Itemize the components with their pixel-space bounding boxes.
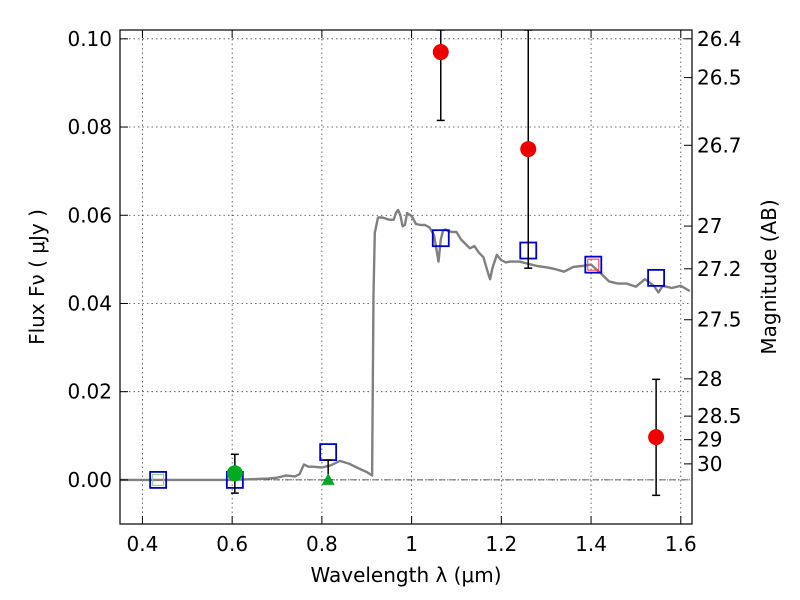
optical-flux-point: [226, 465, 243, 482]
plot-area: [120, 30, 691, 497]
y-tick-label: 0.04: [67, 291, 112, 315]
x-tick-label: 1.2: [485, 532, 517, 556]
x-tick-label: 1.6: [665, 532, 697, 556]
y-tick-label: 0.02: [67, 380, 112, 404]
x-tick-label: 0.6: [216, 532, 248, 556]
model-spectrum-line: [120, 208, 691, 482]
detection-point: [432, 44, 449, 61]
y-tick-label: 0.00: [67, 468, 112, 492]
mag-tick-label: 27: [697, 214, 722, 238]
axis-ticks: 0.4 0.6 0.8 1 1.2 1.4 1.6 0.00 0.02 0.04 0.06 0.08 0…: [67, 27, 741, 556]
inner-square-marker: [587, 258, 600, 271]
mag-tick-label: 27.5: [697, 308, 742, 332]
model-photometry-square: [149, 470, 168, 489]
mag-tick-label: 28.5: [697, 404, 742, 428]
y-tick-label: 0.08: [67, 115, 112, 139]
detection-point: [520, 141, 537, 158]
mag-tick-label: 26.4: [697, 27, 742, 51]
mag-tick-label: 26.7: [697, 133, 742, 157]
x-axis-label: Wavelength λ (μm): [310, 563, 501, 587]
mag-tick-label: 28: [697, 367, 722, 391]
upper-limit-triangle: [321, 473, 335, 485]
model-photometry-square: [647, 268, 666, 287]
mag-tick-label: 29: [697, 428, 722, 452]
model-photometry-square: [319, 443, 338, 462]
y2-axis-label: Magnitude (AB): [757, 199, 781, 354]
y-axis-label: Flux Fν ( μJy ): [25, 209, 49, 345]
mag-tick-label: 26.5: [697, 66, 742, 90]
y-tick-label: 0.10: [67, 27, 112, 51]
plot-frame: [119, 29, 693, 525]
mag-tick-label: 27.2: [697, 257, 742, 281]
mag-tick-label: 30: [697, 452, 722, 476]
x-tick-label: 0.8: [306, 532, 338, 556]
model-photometry-square: [431, 229, 450, 248]
model-photometry-square: [584, 255, 603, 274]
x-tick-label: 0.4: [127, 532, 159, 556]
inner-square-marker: [152, 473, 165, 486]
x-tick-label: 1.4: [575, 532, 607, 556]
x-tick-label: 1: [405, 532, 418, 556]
y-tick-label: 0.06: [67, 203, 112, 227]
detection-point: [648, 429, 665, 446]
